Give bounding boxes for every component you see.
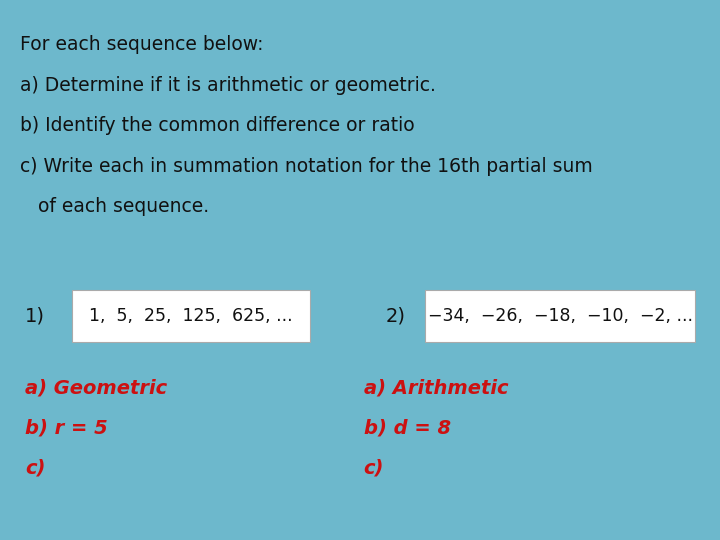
Text: For each sequence below:: For each sequence below: [20, 35, 264, 54]
FancyBboxPatch shape [425, 291, 695, 342]
Text: a) Arithmetic: a) Arithmetic [364, 378, 508, 397]
Text: c) Write each in summation notation for the 16th partial sum: c) Write each in summation notation for … [20, 157, 593, 176]
Text: 1): 1) [25, 306, 45, 326]
Text: a) Geometric: a) Geometric [25, 378, 167, 397]
Text: a) Determine if it is arithmetic or geometric.: a) Determine if it is arithmetic or geom… [20, 76, 436, 94]
Text: b) Identify the common difference or ratio: b) Identify the common difference or rat… [20, 116, 415, 135]
Text: of each sequence.: of each sequence. [20, 197, 210, 216]
Text: c): c) [25, 459, 45, 478]
FancyBboxPatch shape [72, 291, 310, 342]
Text: 1,  5,  25,  125,  625, ...: 1, 5, 25, 125, 625, ... [89, 307, 292, 325]
Text: 2): 2) [385, 306, 405, 326]
Text: c): c) [364, 459, 384, 478]
Text: −34,  −26,  −18,  −10,  −2, ...: −34, −26, −18, −10, −2, ... [428, 307, 693, 325]
Text: b) r = 5: b) r = 5 [25, 418, 108, 437]
Text: b) d = 8: b) d = 8 [364, 418, 451, 437]
